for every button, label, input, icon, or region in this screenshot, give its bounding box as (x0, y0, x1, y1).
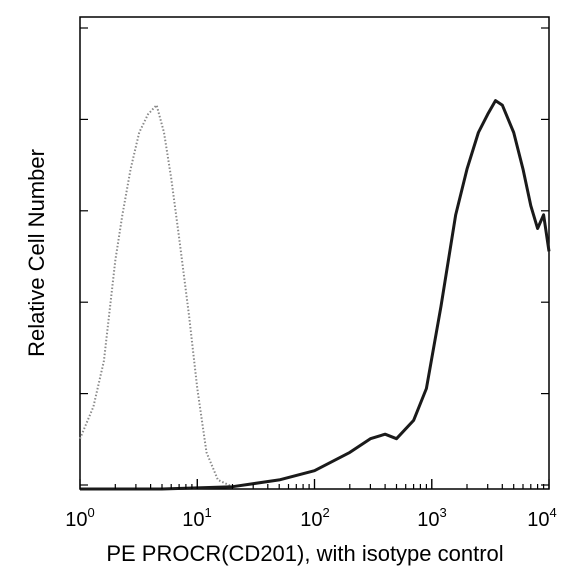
procr-cd201-curve (80, 99, 551, 491)
isotype-control-curve (79, 104, 233, 488)
x-tick-labels: 100 101 102 103 104 (65, 505, 556, 531)
x-tick-label: 103 (417, 505, 446, 531)
plot-frame (79, 16, 550, 490)
x-tick-label: 101 (182, 505, 211, 531)
x-tick-label: 102 (300, 505, 329, 531)
x-tick-label: 104 (527, 505, 556, 531)
x-axis-title: PE PROCR(CD201), with isotype control (106, 541, 503, 566)
x-tick-label: 100 (65, 505, 94, 531)
series-layer (79, 99, 551, 491)
tick-layer (79, 27, 550, 489)
y-axis-title: Relative Cell Number (24, 149, 49, 357)
